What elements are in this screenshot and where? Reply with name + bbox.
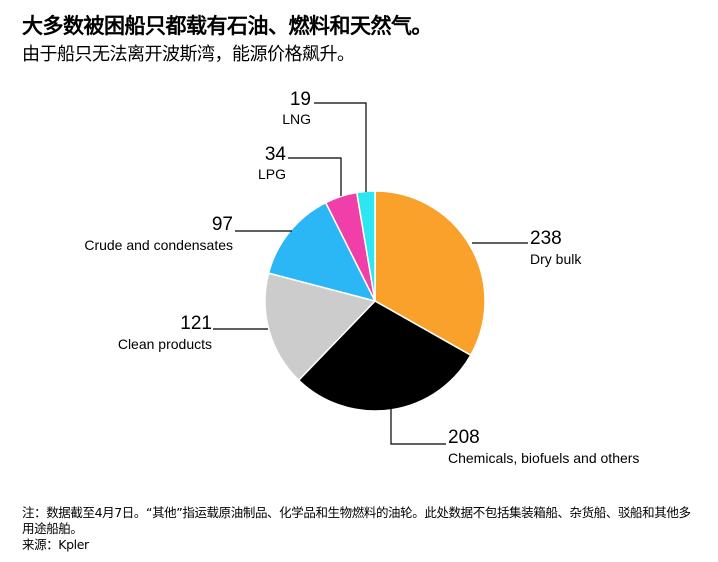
leader-line-chemicals <box>390 398 446 445</box>
data-label-crude: Crude and condensates <box>84 237 233 253</box>
data-label-lng: LNG <box>282 111 311 127</box>
pie-slice-dry-bulk <box>374 190 486 357</box>
data-label-crude-value: 97 <box>211 214 233 235</box>
data-label-dry-bulk-value: 238 <box>530 228 562 249</box>
data-label-lng-value: 19 <box>289 89 311 110</box>
pie-slice-crude-and-condensates <box>267 201 377 303</box>
leader-line-lng <box>314 102 367 192</box>
chart-title: 大多数被困船只都载有石油、燃料和天然气。 <box>22 14 433 38</box>
leader-line-lpg <box>288 157 342 196</box>
data-label-lpg: LPG <box>257 166 286 182</box>
footnote-note: 注：数据截至4月7日。“其他”指运载原油制品、化学品和生物燃料的油轮。此处数据不… <box>22 505 691 536</box>
data-label-clean-value: 121 <box>180 313 212 334</box>
pie-slice-clean-products <box>264 272 377 382</box>
footnote: 注：数据截至4月7日。“其他”指运载原油制品、化学品和生物燃料的油轮。此处数据不… <box>22 505 702 553</box>
data-label-chemicals-value: 208 <box>448 427 480 448</box>
footnote-source: 来源：Kpler <box>22 537 89 552</box>
chart-subtitle: 由于船只无法离开波斯湾，能源价格飙升。 <box>22 44 355 65</box>
data-label-lpg-value: 34 <box>264 144 286 165</box>
data-label-dry-bulk: Dry bulk <box>530 251 582 267</box>
data-label-chemicals: Chemicals, biofuels and others <box>448 450 640 466</box>
leader-lines <box>213 102 528 445</box>
data-label-clean: Clean products <box>117 336 212 352</box>
